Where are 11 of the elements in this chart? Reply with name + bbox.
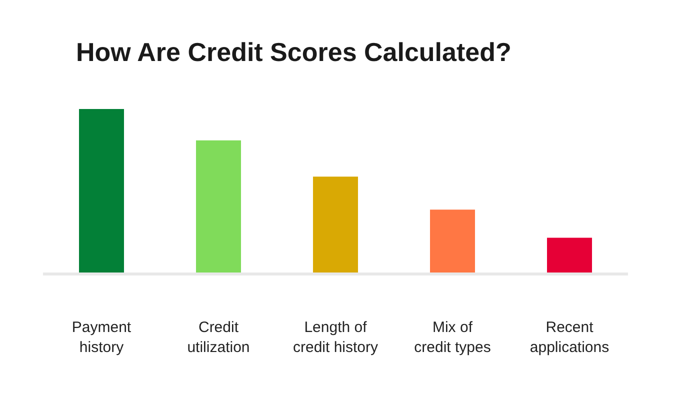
x-tick-label: Mix of credit types [414, 319, 491, 356]
bar [430, 210, 475, 274]
bar [547, 238, 592, 274]
chart-title: How Are Credit Scores Calculated? [76, 37, 512, 67]
bar [313, 176, 358, 274]
bar [79, 109, 124, 274]
x-tick-label: Length of credit history [292, 319, 379, 356]
x-tick-label: Credit utilization [187, 319, 250, 356]
x-tick-label: Recent applications [530, 319, 610, 356]
x-tick-label: Payment history [72, 319, 132, 356]
bar [196, 140, 241, 274]
